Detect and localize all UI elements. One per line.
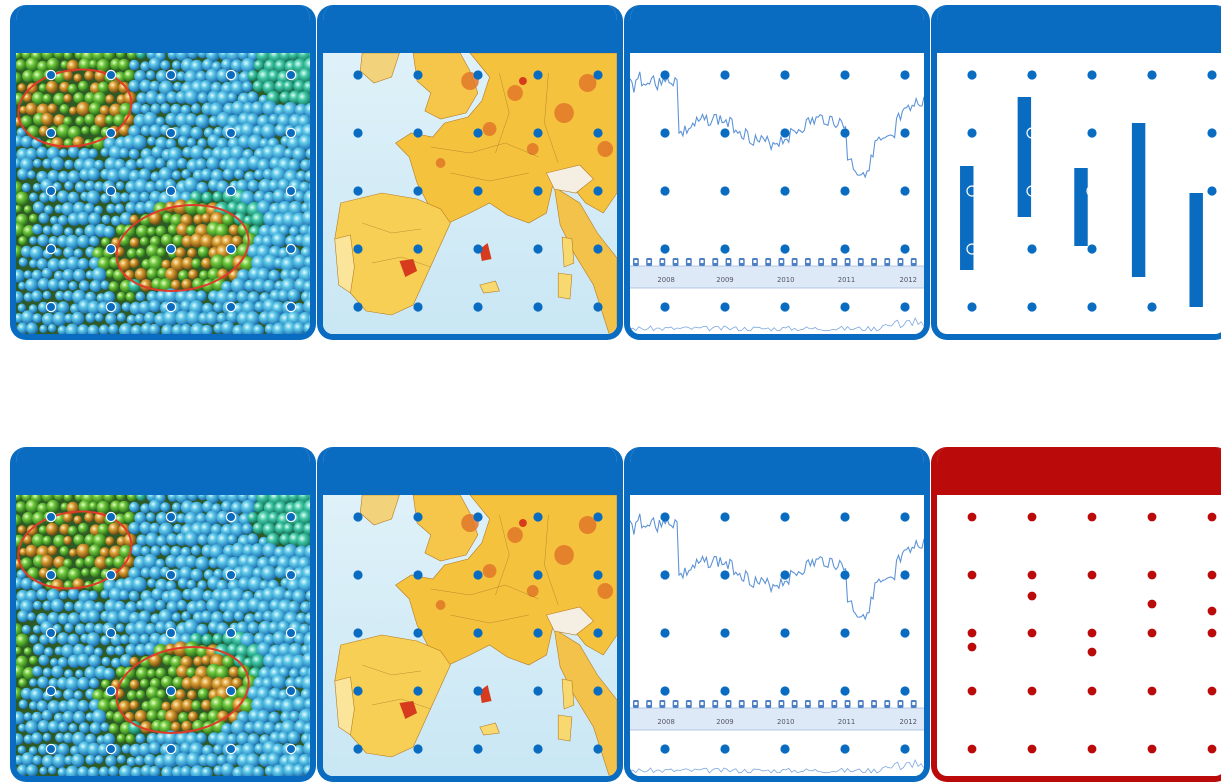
panel-timeseries-top: 2008 2009 2010 2011 2012: [624, 5, 930, 340]
timeseries-chart: 2008 2009 2010 2011 2012: [630, 495, 924, 776]
interval-bar: [1131, 123, 1146, 277]
panel-header: [323, 447, 617, 495]
panel-bars-top: [931, 5, 1221, 340]
panel-header: [323, 5, 617, 53]
timeline-label-2009: 2009: [716, 276, 733, 284]
timeline-label-2009: 2009: [716, 718, 733, 726]
timeline-label-2010: 2010: [777, 718, 794, 726]
timeline-label-2008: 2008: [657, 718, 674, 726]
interval-bar: [960, 166, 974, 270]
timeline-label-2011: 2011: [838, 718, 855, 726]
interval-bar: [1189, 193, 1203, 307]
europe-map: [323, 495, 617, 776]
panel-header: [16, 447, 310, 495]
europe-map: [323, 53, 617, 334]
panel-map-bottom: [317, 447, 623, 782]
panel-header: [16, 5, 310, 53]
interval-bar: [1017, 97, 1032, 217]
bubble-visualization: [16, 53, 310, 334]
panel-bubbles-bottom: [10, 447, 316, 782]
timeline-label-2012: 2012: [900, 718, 917, 726]
timeline-label-2010: 2010: [777, 276, 794, 284]
timeline-label-2011: 2011: [838, 276, 855, 284]
panel-header: [630, 447, 924, 495]
timeline-label-2008: 2008: [657, 276, 674, 284]
timeline-label-2012: 2012: [900, 276, 917, 284]
panel-bubbles-top: [10, 5, 316, 340]
panel-timeseries-bottom: 2008 2009 2010 2011 2012: [624, 447, 930, 782]
timeseries-chart: 2008 2009 2010 2011 2012: [630, 53, 924, 334]
panel-header: [937, 447, 1221, 495]
panel-reddots-bottom: [931, 447, 1221, 782]
interval-bar: [1074, 168, 1088, 246]
panel-map-top: [317, 5, 623, 340]
panel-header: [937, 5, 1221, 53]
red-dot-grid: [937, 495, 1221, 776]
panel-header: [630, 5, 924, 53]
bubble-visualization: [16, 495, 310, 776]
bar-intervals: [937, 53, 1221, 334]
